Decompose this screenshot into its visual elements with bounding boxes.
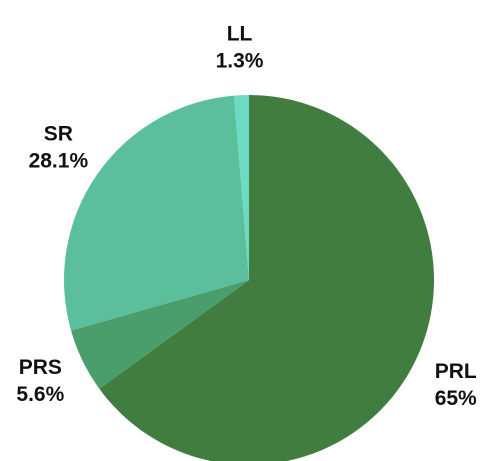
slice-name: PRS — [19, 356, 62, 379]
slice-value-label: 1.3% — [216, 50, 264, 73]
slice-name: LL — [227, 23, 253, 46]
pie-slice — [71, 280, 250, 389]
slice-value-label: 65% — [435, 387, 477, 410]
pie-slice — [99, 95, 434, 461]
pie-slice — [64, 95, 249, 331]
slice-value-label: 28.1% — [29, 149, 89, 172]
slice-value-label: 5.6% — [16, 383, 64, 406]
pie-slice — [233, 95, 249, 280]
slice-name: SR — [44, 122, 73, 145]
slice-name: PRL — [435, 360, 477, 383]
